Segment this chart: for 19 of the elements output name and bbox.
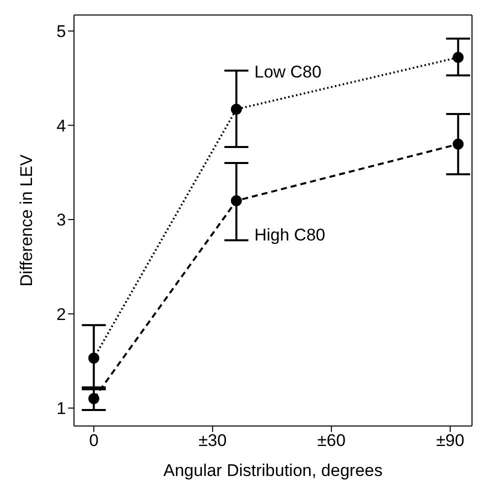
point	[230, 104, 242, 115]
x-tick-label: ±90	[436, 431, 464, 450]
x-tick-label: ±60	[317, 431, 346, 450]
y-tick-label: 5	[56, 22, 66, 42]
x-axis-title: Angular Distribution, degrees	[163, 461, 383, 480]
point	[88, 352, 100, 364]
y-tick-label: 3	[56, 210, 66, 230]
series-label: Low C80	[254, 62, 322, 82]
y-tick-label: 1	[56, 399, 66, 418]
point	[452, 138, 464, 150]
x-tick-label: ±30	[198, 431, 227, 450]
x-tick-label: 0	[89, 431, 99, 450]
y-tick-label: 4	[56, 116, 66, 136]
y-tick-label: 2	[56, 304, 66, 324]
point	[88, 393, 100, 404]
series-label: High C80	[254, 226, 326, 245]
y-axis-title: Difference in LEV	[17, 154, 36, 286]
point	[230, 195, 242, 206]
point	[452, 52, 464, 63]
